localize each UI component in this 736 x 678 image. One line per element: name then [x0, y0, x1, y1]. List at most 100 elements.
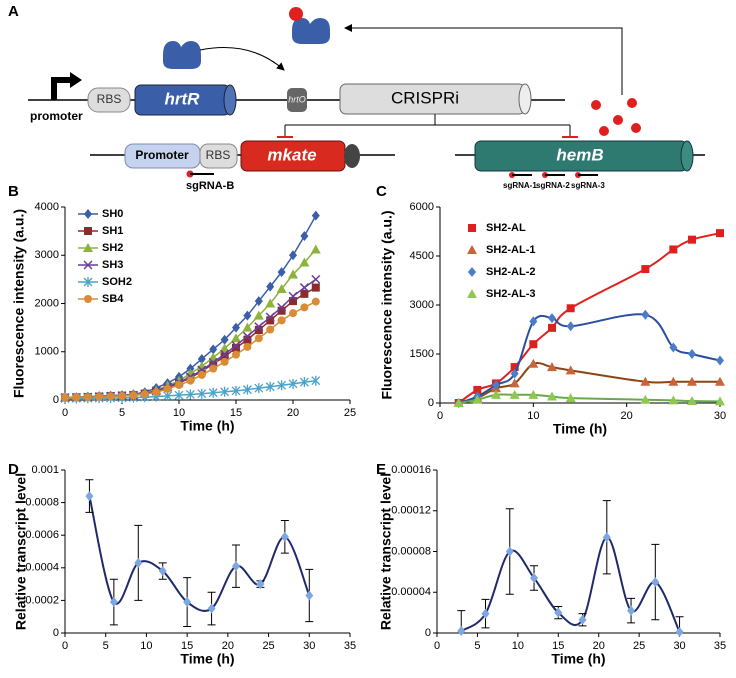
x-tick-label: 35	[344, 640, 356, 652]
marker	[310, 244, 321, 254]
marker	[280, 531, 289, 542]
legend-label: SH2-AL-3	[486, 288, 536, 300]
legend-label: SOH2	[102, 276, 132, 288]
marker	[299, 283, 309, 293]
y-tick-label: 3000	[35, 249, 59, 261]
marker	[254, 326, 263, 335]
marker	[627, 605, 636, 616]
marker	[231, 385, 241, 396]
y-axis-label: Relative transcript level	[13, 473, 29, 630]
legend-marker	[84, 209, 92, 219]
x-tick-label: 10	[512, 640, 524, 652]
marker	[208, 357, 218, 367]
marker	[265, 298, 276, 308]
gene-end	[223, 84, 237, 116]
marker	[254, 322, 264, 332]
x-tick-label: 5	[474, 640, 480, 652]
marker	[265, 381, 275, 392]
marker	[61, 393, 69, 402]
series-line	[88, 495, 311, 612]
sgrna-label: sgRNA-1	[503, 181, 537, 190]
x-axis-label: Time (h)	[551, 651, 605, 667]
crispri-label: CRISPRi	[391, 88, 459, 107]
heme-dots	[591, 98, 641, 136]
hrto-box	[287, 88, 307, 112]
marker	[668, 376, 679, 386]
marker	[266, 316, 275, 325]
binding-arrow	[199, 47, 285, 71]
y-tick-label: 3000	[410, 299, 434, 311]
legend-label: SH0	[102, 208, 123, 220]
marker	[231, 333, 241, 343]
promoter-box-label: Promoter	[135, 148, 189, 162]
y-axis-label: Fluorescence intensity (a.u.)	[11, 209, 27, 398]
marker	[254, 296, 263, 307]
marker	[472, 394, 483, 404]
marker	[243, 342, 252, 351]
marker	[253, 310, 264, 320]
marker	[510, 368, 519, 379]
marker	[305, 590, 314, 601]
marker	[578, 614, 587, 625]
x-tick-label: 15	[181, 640, 193, 652]
marker	[242, 384, 252, 395]
x-tick-label: 5	[119, 407, 125, 419]
marker	[716, 229, 724, 238]
marker	[311, 375, 321, 386]
legend-marker	[467, 289, 477, 298]
marker	[243, 310, 252, 321]
panel-label: E	[376, 461, 386, 478]
y-axis-label: Relative transcript level	[378, 473, 394, 630]
marker	[288, 269, 298, 279]
marker	[528, 358, 539, 368]
rbs-box	[87, 87, 131, 113]
panel-label: D	[8, 461, 19, 478]
marker	[716, 355, 724, 366]
marker	[220, 352, 229, 361]
marker	[669, 342, 678, 353]
x-tick-label: 15	[552, 640, 564, 652]
legend-marker	[84, 227, 92, 235]
hemb-label: hemB	[556, 145, 603, 164]
x-tick-label: 20	[287, 407, 299, 419]
marker	[209, 344, 218, 355]
marker	[232, 322, 240, 333]
marker	[254, 383, 264, 394]
marker	[602, 532, 611, 543]
marker	[311, 283, 320, 292]
promoter-arrow	[51, 77, 72, 100]
marker	[311, 274, 321, 284]
legend-marker	[84, 295, 92, 303]
gene-end	[680, 140, 694, 172]
legend-marker	[83, 260, 93, 270]
panel-label: B	[8, 183, 19, 200]
y-tick-label: 2000	[35, 297, 59, 309]
marker	[85, 491, 94, 502]
x-tick-label: 25	[344, 407, 356, 419]
x-tick-label: 5	[103, 640, 109, 652]
y-tick-label: 0.00012	[391, 505, 431, 517]
terminator	[344, 144, 360, 168]
hrtr-protein	[163, 41, 201, 69]
marker	[134, 557, 143, 568]
x-tick-label: 0	[437, 410, 443, 422]
marker	[299, 257, 310, 267]
marker	[651, 577, 660, 588]
marker	[528, 389, 539, 399]
sgrna-label: sgRNA-2	[536, 181, 570, 190]
marker	[640, 376, 651, 386]
y-tick-label: 4000	[35, 201, 59, 213]
marker	[529, 340, 538, 349]
marker	[715, 396, 725, 406]
marker	[231, 340, 241, 351]
marker	[565, 393, 576, 403]
marker	[675, 626, 684, 637]
legend-label: SH2-AL-1	[486, 244, 536, 256]
marker	[668, 395, 679, 405]
marker	[565, 365, 576, 375]
x-tick-label: 35	[714, 640, 726, 652]
marker	[140, 390, 149, 399]
x-tick-label: 20	[621, 410, 633, 422]
y-tick-label: 0	[53, 394, 59, 406]
x-axis-label: Time (h)	[553, 421, 607, 437]
